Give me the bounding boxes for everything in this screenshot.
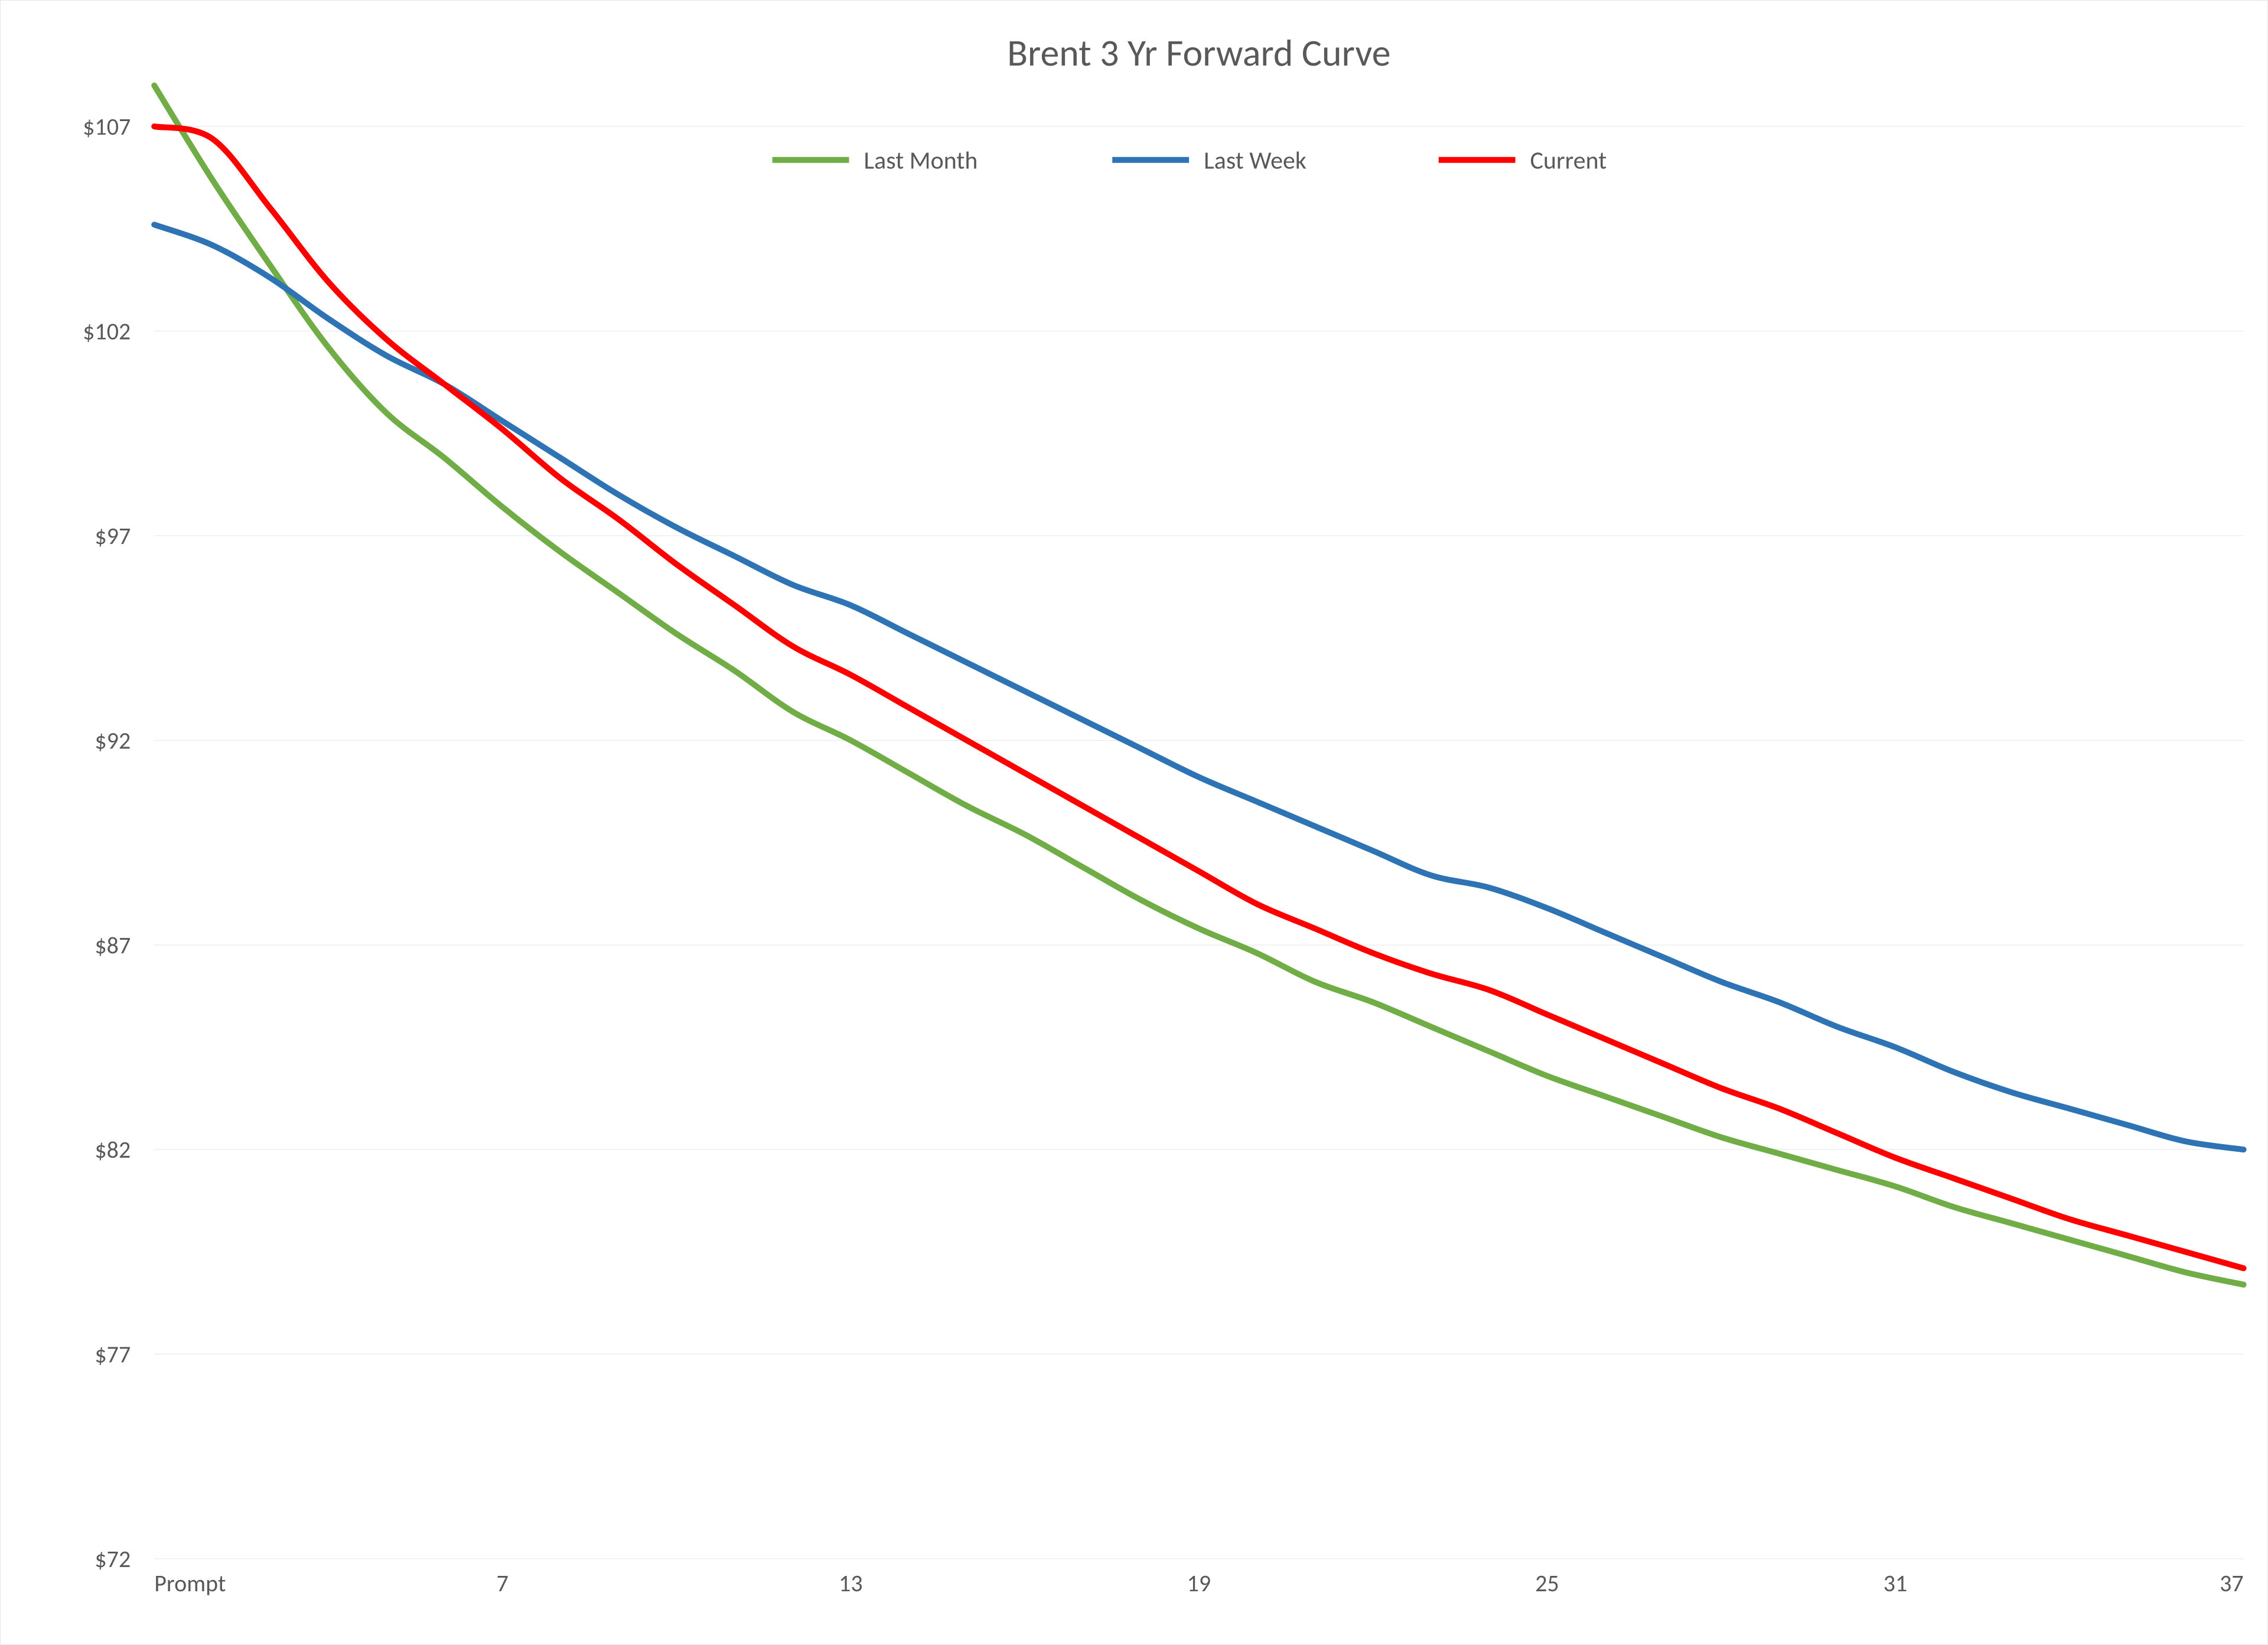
x-tick-label: 7	[497, 1569, 509, 1598]
y-tick-label: $87	[94, 931, 131, 960]
x-tick-label: 25	[1535, 1569, 1559, 1598]
y-tick-label: $77	[94, 1340, 131, 1369]
y-tick-label: $102	[83, 317, 131, 346]
chart-title: Brent 3 Yr Forward Curve	[1007, 30, 1390, 76]
x-tick-label: Prompt	[154, 1569, 226, 1598]
x-tick-label: 13	[839, 1569, 863, 1598]
forward-curve-chart: $72 $77 $82 $87 $92 $97 $102 $107 Prompt 7 13 19 25 3…	[1, 1, 2267, 1644]
y-tick-label: $82	[94, 1135, 131, 1164]
x-tick-label: 19	[1187, 1569, 1211, 1598]
legend-label-last-week: Last Week	[1204, 145, 1306, 175]
y-tick-label: $97	[94, 522, 131, 550]
x-tick-label: 37	[2220, 1569, 2244, 1598]
chart-container: $72 $77 $82 $87 $92 $97 $102 $107 Prompt 7 13 19 25 3…	[0, 0, 2268, 1645]
legend-label-last-month: Last Month	[864, 145, 978, 175]
y-tick-label: $92	[94, 726, 131, 755]
y-tick-label: $107	[83, 112, 131, 141]
y-tick-label: $72	[94, 1545, 131, 1574]
x-tick-label: 31	[1884, 1569, 1908, 1598]
chart-background	[1, 1, 2267, 1644]
legend-label-current: Current	[1530, 145, 1607, 175]
